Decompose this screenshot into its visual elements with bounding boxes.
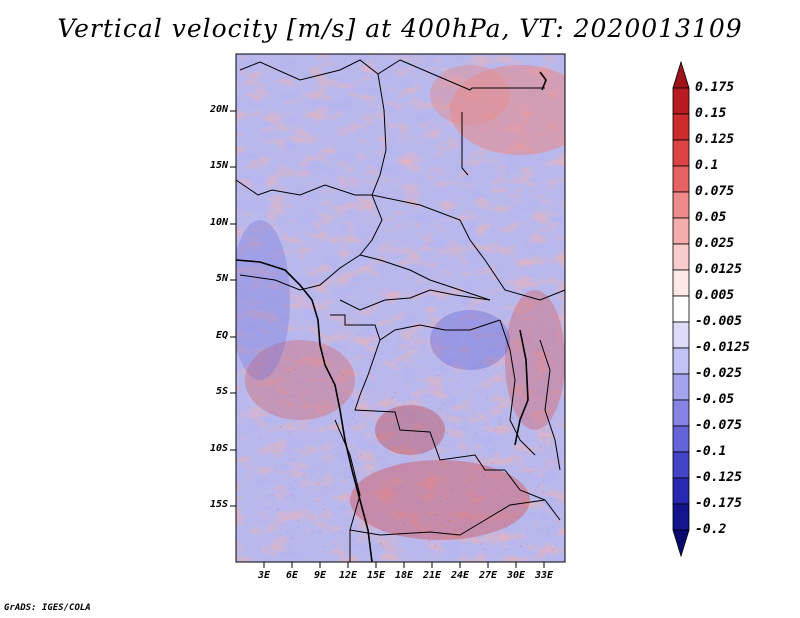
colorbar-label: 0.05 — [695, 210, 727, 225]
colorbar-label: -0.005 — [695, 314, 742, 329]
colorbar-label: 0.1 — [695, 158, 719, 173]
lat-label-5s: 5S — [215, 386, 228, 397]
colorbar-swatch — [672, 113, 690, 141]
colorbar-swatch — [672, 295, 690, 323]
lon-label-6e: 6E — [285, 570, 299, 581]
lat-ticks — [230, 110, 236, 507]
colorbar-swatch — [672, 243, 690, 271]
colorbar-label: -0.125 — [695, 470, 742, 485]
lon-label-21e: 21E — [422, 570, 442, 581]
lat-label-eq: EQ — [215, 330, 228, 341]
colorbar-swatch — [672, 451, 690, 479]
lon-label-15e: 15E — [366, 570, 386, 581]
lat-label-15s: 15S — [209, 499, 228, 510]
colorbar-label: 0.125 — [695, 132, 735, 147]
colorbar-swatch — [672, 87, 690, 115]
lon-label-30e: 30E — [506, 570, 526, 581]
colorbar-swatch — [672, 529, 690, 558]
colorbar — [672, 60, 690, 558]
lon-label-33e: 33E — [534, 570, 554, 581]
velocity-field — [236, 54, 565, 562]
colorbar-label: -0.1 — [695, 444, 727, 459]
country-borders — [235, 59, 566, 562]
colorbar-swatch — [672, 191, 690, 219]
lon-label-9e: 9E — [313, 570, 327, 581]
colorbar-label: -0.2 — [695, 522, 727, 537]
lon-ticks — [263, 562, 545, 568]
colorbar-label: -0.175 — [695, 496, 742, 511]
colorbar-swatch — [672, 217, 690, 245]
lon-label-18e: 18E — [394, 570, 414, 581]
colorbar-label: 0.025 — [695, 236, 735, 251]
lon-label-12e: 12E — [338, 570, 358, 581]
colorbar-label: 0.075 — [695, 184, 735, 199]
colorbar-swatch — [672, 425, 690, 453]
colorbar-swatch — [672, 269, 690, 297]
colorbar-label: -0.0125 — [695, 340, 750, 355]
colorbar-swatch — [672, 321, 690, 349]
lat-label-20n: 20N — [209, 104, 228, 115]
colorbar-swatch — [672, 139, 690, 167]
colorbar-label: 0.0125 — [695, 262, 742, 277]
lat-label-10s: 10S — [209, 443, 228, 454]
lon-label-24e: 24E — [450, 570, 470, 581]
credit-text: GrADS: IGES/COLA — [4, 603, 91, 613]
colorbar-label: 0.005 — [695, 288, 735, 303]
lat-label-15n: 15N — [209, 160, 228, 171]
colorbar-swatch — [672, 477, 690, 505]
colorbar-label: 0.15 — [695, 106, 727, 121]
colorbar-label: -0.05 — [695, 392, 735, 407]
lon-label-3e: 3E — [257, 570, 271, 581]
colorbar-swatch — [672, 503, 690, 531]
lon-label-27e: 27E — [478, 570, 498, 581]
lat-label-10n: 10N — [209, 217, 228, 228]
colorbar-label: -0.025 — [695, 366, 742, 381]
colorbar-label: -0.075 — [695, 418, 742, 433]
colorbar-swatch — [672, 60, 690, 89]
colorbar-swatch — [672, 373, 690, 401]
colorbar-label: 0.175 — [695, 80, 735, 95]
coastline — [235, 71, 547, 563]
colorbar-swatch — [672, 347, 690, 375]
colorbar-swatch — [672, 165, 690, 193]
figure-title: Vertical velocity [m/s] at 400hPa, VT: 2… — [57, 14, 743, 43]
colorbar-swatch — [672, 399, 690, 427]
lat-label-5n: 5N — [215, 273, 228, 284]
